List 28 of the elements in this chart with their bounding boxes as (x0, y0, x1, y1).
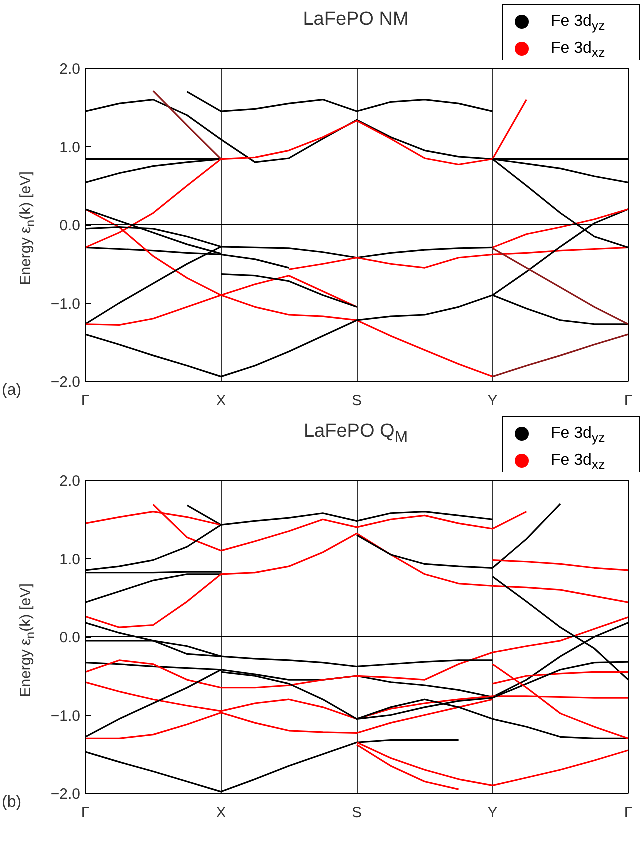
y-tick-label: 2.0 (60, 473, 81, 490)
x-tick-label: X (216, 392, 226, 410)
y-tick-label: −2.0 (50, 374, 81, 391)
legend-label: Fe 3d$_{yz}$ (550, 12, 606, 35)
chart-title: LaFePO Q$_{M}$ (302, 420, 409, 448)
y-tick-label: −1.0 (50, 296, 81, 313)
x-tick-label: S (352, 804, 362, 822)
y-tick-label: 2.0 (60, 61, 81, 78)
y-tick-label: 0.0 (60, 218, 81, 234)
x-tick-label: Γ (624, 804, 633, 822)
y-tick-label: 0.0 (60, 630, 81, 646)
y-tick-label: 1.0 (60, 551, 81, 568)
x-tick-label: S (352, 392, 362, 410)
chart-title: LaFePO NM (302, 8, 410, 32)
y-tick-label: −1.0 (50, 708, 81, 725)
legend-label: Fe 3d$_{yz}$ (550, 424, 606, 447)
x-tick-label: X (216, 804, 226, 822)
x-tick-label: Γ (81, 392, 90, 410)
x-tick-label: Y (488, 392, 498, 410)
x-tick-label: Γ (81, 804, 90, 822)
x-tick-label: Y (488, 804, 498, 822)
text: (a) (2, 381, 22, 401)
legend-label: Fe 3d$_{xz}$ (550, 39, 606, 62)
y-tick-label: −2.0 (50, 786, 81, 803)
text: (b) (2, 793, 22, 813)
x-tick-label: Γ (624, 392, 633, 410)
legend-label: Fe 3d$_{xz}$ (550, 451, 606, 474)
y-tick-label: 1.0 (60, 139, 81, 156)
